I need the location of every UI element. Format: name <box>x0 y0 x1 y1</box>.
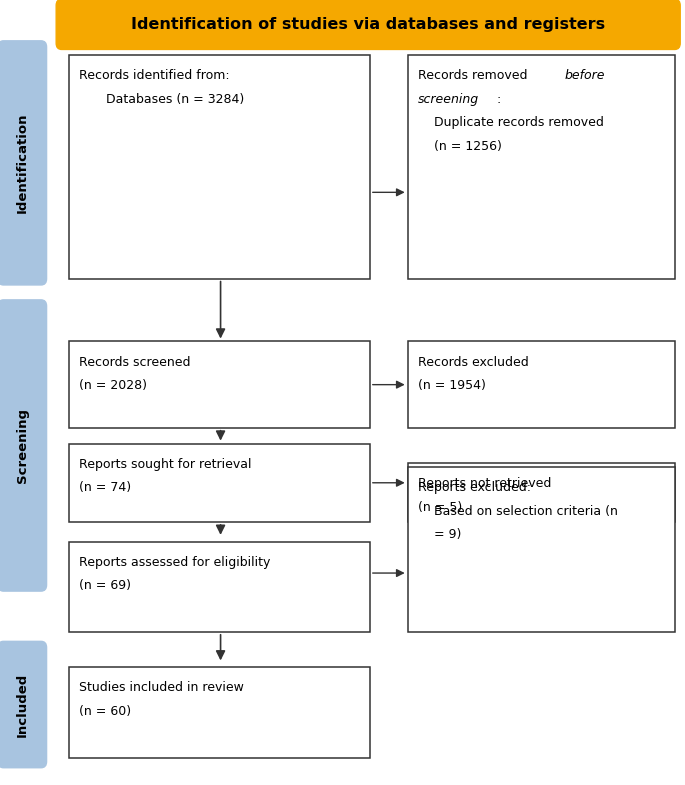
Text: (n = 1256): (n = 1256) <box>418 140 501 153</box>
FancyBboxPatch shape <box>0 641 47 768</box>
FancyBboxPatch shape <box>408 341 675 428</box>
Text: (n = 1954): (n = 1954) <box>418 379 486 392</box>
FancyBboxPatch shape <box>56 0 680 49</box>
Text: Records identified from:: Records identified from: <box>79 69 229 82</box>
Text: Based on selection criteria (n: Based on selection criteria (n <box>418 505 618 518</box>
FancyBboxPatch shape <box>68 341 370 428</box>
Text: Records excluded: Records excluded <box>418 356 529 369</box>
Text: Records screened: Records screened <box>79 356 190 369</box>
FancyBboxPatch shape <box>68 55 370 279</box>
Text: Reports not retrieved: Reports not retrieved <box>418 477 551 491</box>
Text: screening: screening <box>418 93 479 106</box>
Text: (n = 60): (n = 60) <box>79 705 131 718</box>
FancyBboxPatch shape <box>408 463 675 522</box>
Text: Reports sought for retrieval: Reports sought for retrieval <box>79 458 251 471</box>
Text: (n = 74): (n = 74) <box>79 481 131 495</box>
Text: Studies included in review: Studies included in review <box>79 681 244 695</box>
FancyBboxPatch shape <box>408 55 675 279</box>
Text: :: : <box>497 93 501 106</box>
FancyBboxPatch shape <box>68 667 370 758</box>
Text: Reports assessed for eligibility: Reports assessed for eligibility <box>79 556 270 569</box>
Text: Reports excluded:: Reports excluded: <box>418 481 531 495</box>
FancyBboxPatch shape <box>0 41 47 285</box>
Text: Duplicate records removed: Duplicate records removed <box>418 116 603 130</box>
Text: = 9): = 9) <box>418 528 461 542</box>
Text: Records removed: Records removed <box>418 69 532 82</box>
FancyBboxPatch shape <box>408 467 675 632</box>
Text: (n = 69): (n = 69) <box>79 579 131 593</box>
Text: (n = 2028): (n = 2028) <box>79 379 147 392</box>
FancyBboxPatch shape <box>68 444 370 522</box>
FancyBboxPatch shape <box>68 542 370 632</box>
Text: Identification of studies via databases and registers: Identification of studies via databases … <box>131 16 606 32</box>
Text: Identification: Identification <box>16 112 29 214</box>
Text: before: before <box>564 69 605 82</box>
Text: Databases (n = 3284): Databases (n = 3284) <box>106 93 245 106</box>
Text: (n = 5): (n = 5) <box>418 501 462 514</box>
FancyBboxPatch shape <box>0 300 47 591</box>
Text: Screening: Screening <box>16 408 29 483</box>
Text: Included: Included <box>16 673 29 736</box>
